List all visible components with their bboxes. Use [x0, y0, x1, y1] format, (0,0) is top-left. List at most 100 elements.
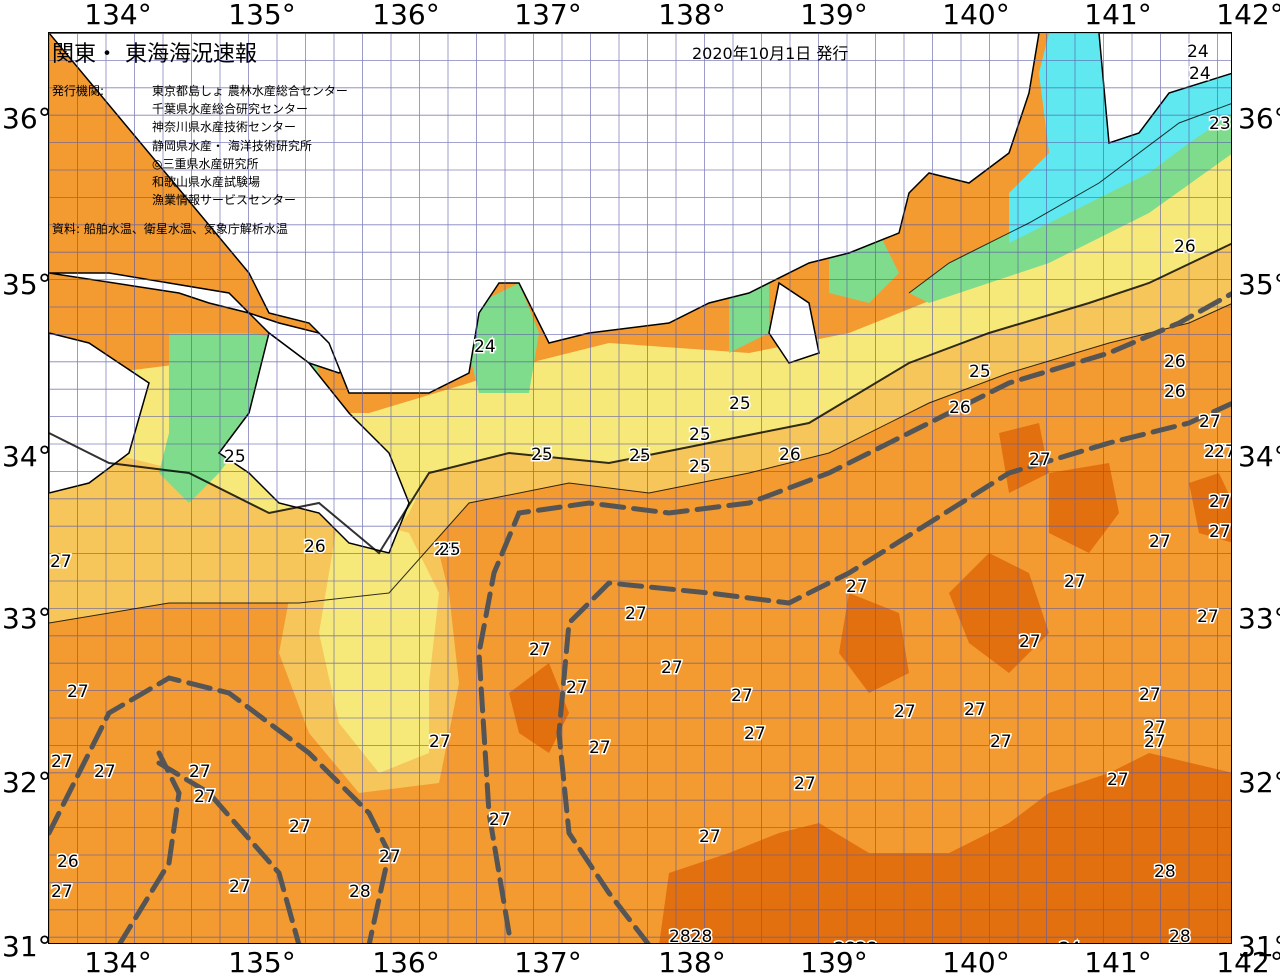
sea-28-pocket	[949, 553, 1049, 673]
isotherm-label: 25	[224, 447, 246, 467]
isotherm-label: 24	[1187, 42, 1209, 62]
lat-label-left: 33°	[2, 602, 52, 635]
sea-28-pocket	[839, 593, 909, 693]
isotherm-label: 26	[1164, 352, 1186, 372]
lat-label-left: 36°	[2, 102, 52, 135]
lon-label-bottom: 139°	[800, 946, 868, 979]
isotherm-label: 24	[1059, 939, 1081, 944]
lat-label-right: 33°	[1238, 602, 1280, 635]
sea-28-pocket	[1049, 463, 1119, 553]
issuer-item: 東京都島しょ 農林水産総合センター	[152, 84, 348, 98]
isotherm-label: 26	[1164, 382, 1186, 402]
isotherm-label: 27	[731, 686, 753, 706]
issuer-list: 東京都島しょ 農林水産総合センター 千葉県水産総合研究センター 神奈川県水産技術…	[152, 82, 348, 209]
lat-label-right: 32°	[1238, 766, 1280, 799]
isotherm-label: 27	[94, 762, 116, 782]
isotherm-label: 27	[289, 817, 311, 837]
map-canvas: 2424232626262727272727272727272425252525…	[49, 33, 1232, 944]
isotherm-label: 27	[1107, 770, 1129, 790]
isotherm-label: 27	[589, 738, 611, 758]
isotherm-label: 26	[1174, 237, 1196, 257]
isotherm-label: 27	[489, 810, 511, 830]
isotherm-label: 27	[1204, 442, 1226, 462]
sea-28-pocket	[999, 423, 1049, 493]
isotherm-label: 26	[304, 537, 326, 557]
land-kii-south	[217, 331, 410, 554]
lat-label-left: 31°	[2, 930, 52, 963]
issuer-item: 神奈川県水産技術センター	[152, 120, 297, 135]
isotherm-label: 27	[1149, 532, 1171, 552]
issuer-item: 漁業情報サービスセンター	[152, 193, 297, 208]
land-shikoku	[49, 332, 150, 494]
lat-label-right: 34°	[1238, 440, 1280, 473]
kuroshio-axis-meander	[556, 401, 1231, 943]
isotherm-label: 27	[429, 732, 451, 752]
isotherm-label: 26	[434, 540, 456, 560]
lon-label-top: 138°	[658, 0, 726, 31]
isotherm-label: 27	[229, 877, 251, 897]
isotherm-26	[49, 303, 1231, 624]
isotherm-label: 25	[439, 540, 461, 560]
issuer-item: 静岡県水産・ 海洋技術研究所	[152, 138, 312, 153]
isotherm-label: 26	[949, 398, 971, 418]
land-honshu-kii	[49, 33, 1040, 394]
lon-label-bottom: 140°	[942, 946, 1010, 979]
lon-label-top: 136°	[372, 0, 440, 31]
lat-label-left: 35°	[2, 268, 52, 301]
isotherm-label: 25	[969, 362, 991, 382]
sea-28-pocket	[1189, 473, 1231, 543]
isotherm-label: 25	[689, 425, 711, 445]
isotherm-label: 24	[1189, 64, 1211, 84]
isotherm-25	[49, 242, 1231, 555]
isotherm-label: 27	[1029, 450, 1051, 470]
isotherm-label: 25	[531, 445, 553, 465]
isotherm-label: 26	[779, 445, 801, 465]
issuer-item: ◎三重県水産研究所	[152, 156, 259, 171]
issuer-item: 千葉県水産総合研究センター	[152, 102, 309, 117]
land-izu-peninsula	[768, 281, 820, 364]
sea-temperature-map: 2424232626262727272727272727272425252525…	[48, 32, 1232, 944]
isotherm-label: 27	[194, 787, 216, 807]
sea-24-region	[469, 283, 539, 393]
isotherm-label: 25	[729, 394, 751, 414]
isotherm-label: 27	[744, 724, 766, 744]
lon-label-bottom: 141°	[1084, 946, 1152, 979]
isotherm-label: 27	[566, 678, 588, 698]
isotherm-label: 24	[474, 337, 496, 357]
isotherm-label: 27	[1144, 718, 1166, 738]
isotherm-label: 27	[51, 882, 73, 902]
isotherm-label: 25	[689, 457, 711, 477]
lat-label-left: 34°	[2, 440, 52, 473]
isotherm-label: 27	[625, 604, 647, 624]
lat-label-right: 35°	[1238, 268, 1280, 301]
grid	[49, 33, 1231, 943]
lon-label-top: 137°	[514, 0, 582, 31]
isotherm-label: 27	[189, 762, 211, 782]
isotherm-label: 27	[379, 847, 401, 867]
isotherm-label: 27	[990, 732, 1012, 752]
isotherm-label: 27	[1214, 442, 1232, 462]
lat-label-right: 31°	[1238, 930, 1280, 963]
isotherm-label: 2828	[834, 939, 877, 944]
contour-label-layer: 2424232626262727272727272727272425252525…	[49, 41, 1232, 944]
isotherm-label: 27	[1209, 522, 1231, 542]
isotherm-label: 27	[964, 700, 986, 720]
lon-label-bottom: 136°	[372, 946, 440, 979]
lon-label-top: 142°	[1216, 0, 1280, 31]
issue-date: 2020年10月1日 発行	[692, 44, 849, 63]
lon-label-bottom: 135°	[228, 946, 296, 979]
isotherm-label: 27	[661, 658, 683, 678]
isotherm-label: 26	[57, 852, 79, 872]
isotherm-label: 28	[1169, 927, 1191, 944]
isotherm-label: 27	[1199, 412, 1221, 432]
isotherm-label: 25	[629, 446, 651, 466]
isotherm-label: 27	[699, 827, 721, 847]
sea-28-pocket	[509, 663, 569, 753]
lon-label-top: 135°	[228, 0, 296, 31]
issuer-item: 和歌山県水産試験場	[152, 175, 261, 190]
sea-25-region	[319, 513, 439, 773]
lon-label-top: 134°	[84, 0, 152, 31]
kuroshio-axis-west	[49, 675, 392, 943]
lon-label-bottom: 142°	[1216, 946, 1280, 979]
isotherm-label: 27	[794, 774, 816, 794]
